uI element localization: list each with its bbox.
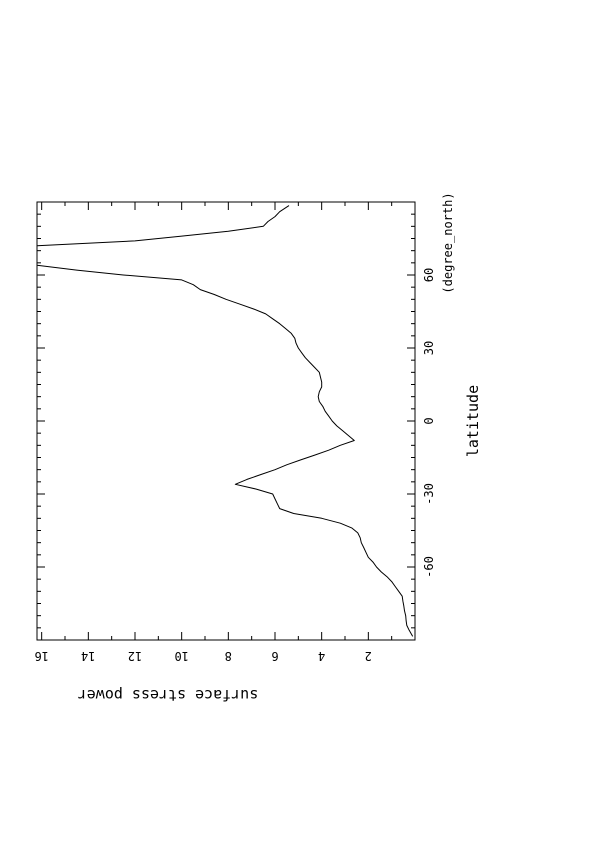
axis-ticks <box>37 201 416 641</box>
x-tick-label: 0 <box>422 417 436 424</box>
x-tick-label: -60 <box>422 556 436 578</box>
y-tick-label: 12 <box>128 649 142 663</box>
y-axis-title: surface stress power <box>78 686 259 704</box>
tick-labels: -60 -30 0 30 60 2 4 6 8 10 12 14 16 <box>34 268 436 663</box>
y-tick-label: 4 <box>318 649 325 663</box>
plot-frame <box>36 201 416 641</box>
x-tick-label: 60 <box>422 268 436 282</box>
x-tick-label: -30 <box>422 483 436 505</box>
series-line <box>36 205 414 637</box>
y-tick-label: 6 <box>271 649 278 663</box>
x-tick-label: 30 <box>422 341 436 355</box>
x-axis-units: (degree_north) <box>441 192 455 293</box>
y-tick-label: 8 <box>225 649 232 663</box>
y-tick-label: 14 <box>81 649 95 663</box>
y-tick-label: 16 <box>34 649 48 663</box>
y-tick-label: 10 <box>174 649 188 663</box>
x-axis-title: latitude <box>464 385 482 457</box>
y-tick-label: 2 <box>365 649 372 663</box>
